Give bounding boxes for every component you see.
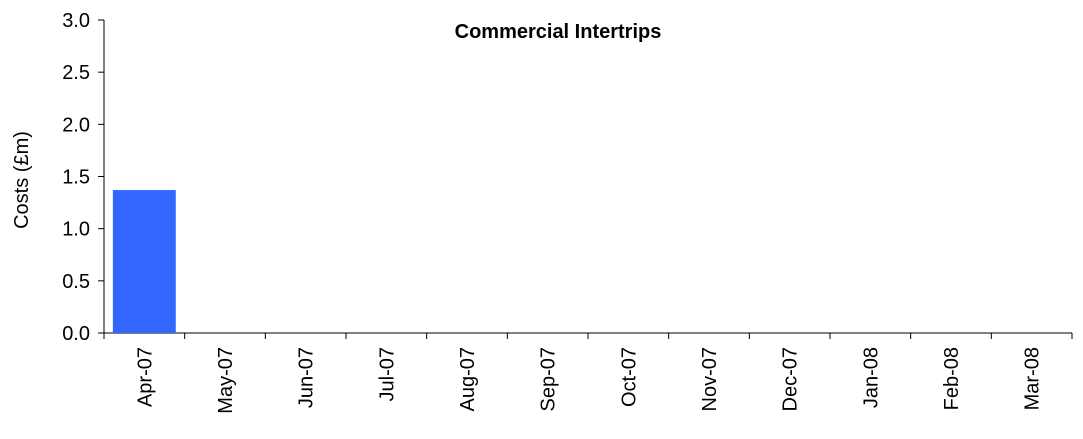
x-category-label: Nov-07	[699, 347, 721, 411]
x-category-label: Feb-08	[941, 347, 963, 410]
y-tick-label: 3.0	[62, 10, 90, 32]
x-category-label: Jul-07	[376, 347, 398, 401]
y-tick-label: 0.0	[62, 323, 90, 345]
x-category-label: Aug-07	[457, 347, 479, 412]
x-category-label: Mar-08	[1022, 347, 1044, 410]
x-category-label: Dec-07	[780, 347, 802, 411]
y-tick-label: 1.5	[62, 167, 90, 189]
y-tick-label: 2.5	[62, 62, 90, 84]
bar-Apr-07	[112, 190, 176, 333]
x-category-label: Jun-07	[296, 347, 318, 408]
x-category-label: Jan-08	[860, 347, 882, 408]
y-axis-label: Costs (£m)	[11, 131, 33, 229]
x-category-label: Oct-07	[618, 347, 640, 407]
x-category-label: May-07	[215, 347, 237, 414]
y-tick-label: 2.0	[62, 114, 90, 136]
x-category-label: Apr-07	[134, 347, 156, 407]
y-tick-label: 0.5	[62, 271, 90, 293]
chart-axes	[98, 19, 1073, 339]
x-category-label: Sep-07	[538, 347, 560, 412]
x-axis-category-labels: Apr-07 May-07 Jun-07 Jul-07 Aug-07 Sep-07 Oct-…	[134, 347, 1043, 414]
y-tick-label: 1.0	[62, 219, 90, 241]
chart-bars	[112, 190, 176, 333]
y-axis-tick-labels: 0.0 0.5 1.0 1.5 2.0 2.5 3.0	[62, 10, 90, 345]
chart-title: Commercial Intertrips	[455, 21, 662, 43]
